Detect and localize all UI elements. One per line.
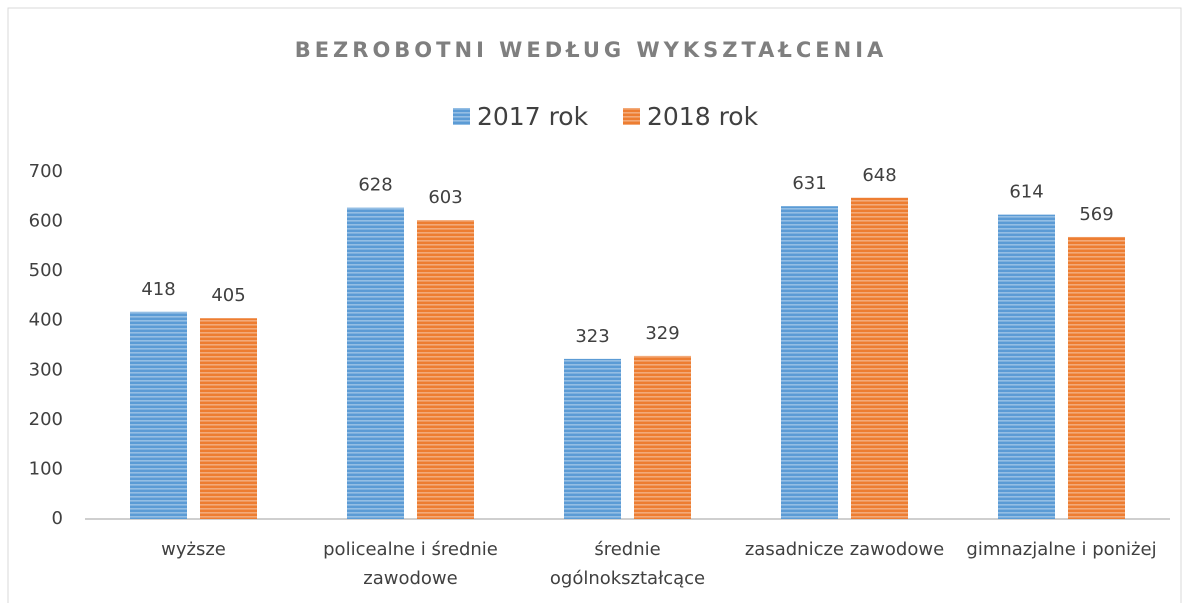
y-tick-label: 100 (29, 458, 63, 479)
chart-title: BEZROBOTNI WEDŁUG WYKSZTAŁCENIA (295, 38, 888, 62)
y-tick-label: 300 (29, 359, 63, 380)
legend-swatch (453, 108, 470, 125)
x-tick-label: ogólnokształcące (550, 568, 705, 589)
data-label: 628 (358, 175, 392, 196)
x-tick-label: średnie (594, 539, 660, 560)
x-tick-label: zasadnicze zawodowe (745, 539, 944, 560)
y-tick-label: 600 (29, 211, 63, 232)
bar (1068, 236, 1125, 519)
data-label: 631 (792, 173, 826, 194)
legend-label: 2018 rok (647, 102, 759, 131)
bar (417, 220, 474, 519)
data-label: 418 (141, 279, 175, 300)
y-tick-label: 200 (29, 409, 63, 430)
bar (200, 318, 257, 519)
legend-swatch (623, 108, 640, 125)
data-label: 603 (428, 187, 462, 208)
y-tick-label: 500 (29, 260, 63, 281)
bar (781, 206, 838, 519)
y-tick-label: 400 (29, 310, 63, 331)
bar (130, 311, 187, 519)
y-tick-label: 0 (52, 508, 63, 529)
bar (347, 207, 404, 520)
x-tick-label: policealne i średnie (323, 539, 498, 560)
bar (851, 197, 908, 519)
bar (998, 214, 1055, 520)
x-tick-label: zawodowe (363, 568, 457, 589)
bar (564, 358, 621, 519)
x-tick-label: wyższe (161, 539, 226, 560)
y-tick-label: 700 (29, 161, 63, 182)
chart-border (7, 7, 1182, 603)
data-label: 329 (645, 323, 679, 344)
data-label: 569 (1079, 204, 1113, 225)
legend-label: 2017 rok (477, 102, 589, 131)
x-tick-label: gimnazjalne i poniżej (966, 539, 1156, 560)
bar (634, 355, 691, 519)
data-label: 405 (211, 285, 245, 306)
data-label: 614 (1009, 182, 1043, 203)
data-label: 323 (575, 326, 609, 347)
data-label: 648 (862, 165, 896, 186)
